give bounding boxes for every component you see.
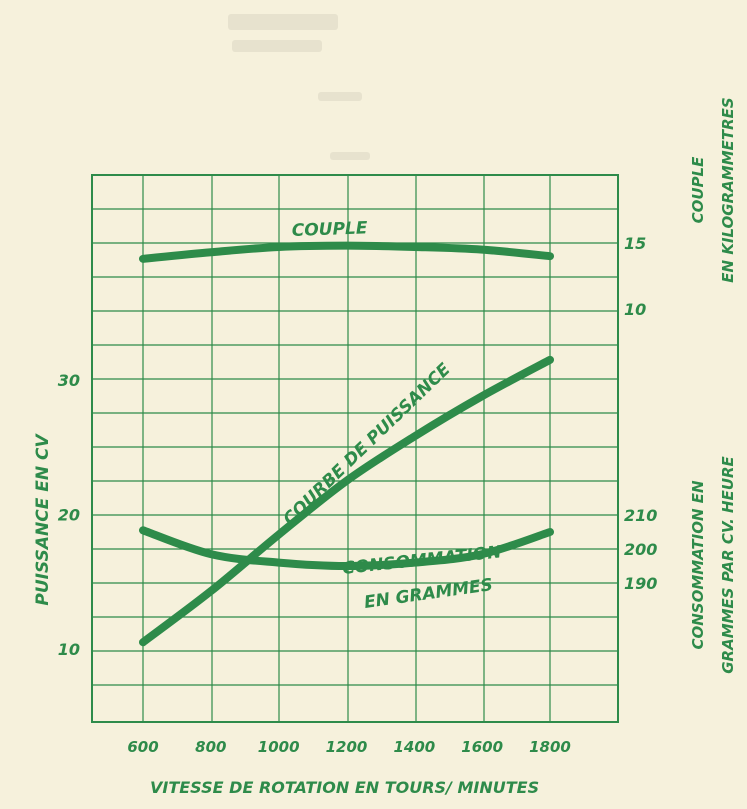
x-axis-label: VITESSE DE ROTATION EN TOURS/ MINUTES <box>150 778 539 797</box>
consumption-series-label-line1: CONSOMMATION <box>341 542 502 579</box>
left-tick-label-10: 10 <box>58 640 80 659</box>
series-line-2 <box>139 526 554 570</box>
consumption-tick-label-210: 210 <box>624 506 657 525</box>
series-line-1 <box>139 355 554 647</box>
x-tick-label-1000: 1000 <box>258 738 300 756</box>
x-tick-label-1400: 1400 <box>393 738 435 756</box>
plot-frame <box>91 174 619 723</box>
left-tick-label-30: 30 <box>58 371 80 390</box>
faint-stamp <box>228 14 370 160</box>
couple-tick-label-10: 10 <box>624 300 646 319</box>
x-tick-label-600: 600 <box>127 738 158 756</box>
left-axis-label: PUISSANCE EN CV <box>33 433 53 606</box>
couple-tick-label-15: 15 <box>624 234 646 253</box>
consumption-tick-label-200: 200 <box>624 540 657 559</box>
x-tick-label-1800: 1800 <box>529 738 571 756</box>
series-line-0 <box>139 241 554 263</box>
x-tick-label-800: 800 <box>195 738 226 756</box>
left-tick-labels: 10 20 30 <box>58 371 80 659</box>
power-series-label: COURBE DE PUISSANCE <box>280 359 455 529</box>
series-lines <box>139 241 554 647</box>
consumption-tick-label-190: 190 <box>624 574 657 593</box>
consumption-series-label-line2: EN GRAMMES <box>363 575 494 613</box>
right-axis-consumption-label-line2: GRAMMES PAR CV. HEURE <box>719 455 737 673</box>
x-tick-labels: 600 800 1000 1200 1400 1600 1800 <box>127 738 571 756</box>
right-axis-consumption-label-line1: CONSOMMATION EN <box>689 480 707 649</box>
right-axis-couple-label-line2: EN KILOGRAMMETRES <box>719 97 737 282</box>
right-axis-couple-label-line1: COUPLE <box>689 156 707 223</box>
right-tick-labels: 10 15 190 200 210 <box>624 234 657 593</box>
couple-series-label: COUPLE <box>291 218 368 241</box>
x-tick-label-1200: 1200 <box>326 738 368 756</box>
grid <box>91 174 619 723</box>
left-tick-label-20: 20 <box>58 506 80 525</box>
x-tick-label-1600: 1600 <box>461 738 503 756</box>
